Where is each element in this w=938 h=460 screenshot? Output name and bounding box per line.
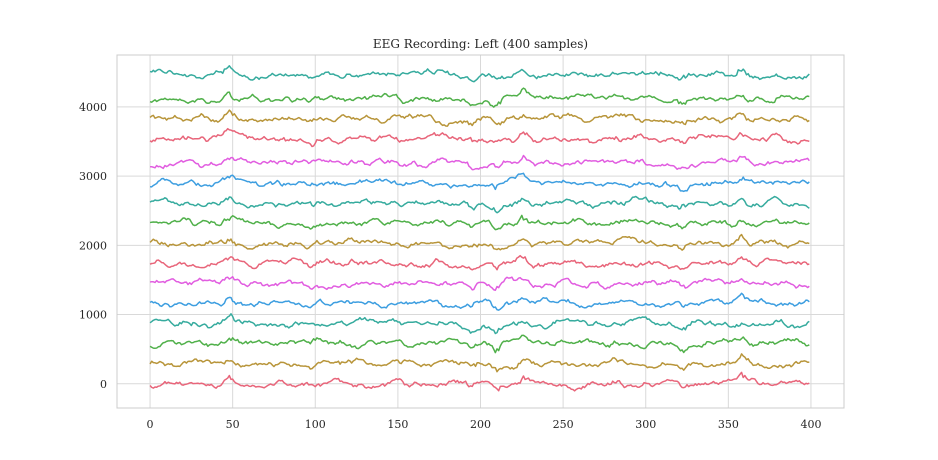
y-tick-label: 1000: [79, 309, 107, 322]
x-tick-label: 250: [553, 418, 574, 431]
channel-line-12: [150, 154, 810, 171]
channel-line-6: [149, 276, 810, 291]
x-tick-label: 200: [470, 418, 491, 431]
channel-line-16: [149, 65, 810, 83]
x-tick-label: 0: [147, 418, 154, 431]
plot-frame: [116, 54, 845, 409]
channel-line-1: [149, 371, 810, 392]
x-tick-label: 100: [305, 418, 326, 431]
channel-line-10: [149, 195, 810, 214]
channel-line-4: [149, 313, 810, 335]
y-tick-label: 2000: [79, 239, 107, 252]
y-tick-label: 3000: [79, 170, 107, 183]
series-layer: [149, 65, 810, 392]
channel-line-15: [149, 87, 810, 108]
x-tick-label: 300: [635, 418, 656, 431]
y-tick-label: 4000: [79, 101, 107, 114]
tick-labels: 0 50 100 150 200 250 300 350 4000100020003000400…: [79, 101, 821, 431]
x-tick-label: 150: [387, 418, 408, 431]
channel-line-13: [149, 127, 810, 148]
x-tick-label: 350: [718, 418, 739, 431]
channel-line-8: [149, 233, 810, 251]
channel-line-14: [149, 109, 810, 127]
grid: [117, 55, 844, 408]
chart-title: EEG Recording: Left (400 samples): [373, 37, 588, 51]
channel-line-3: [149, 334, 810, 354]
channel-line-2: [149, 353, 810, 373]
x-tick-label: 400: [800, 418, 821, 431]
channel-line-9: [149, 214, 810, 231]
y-tick-label: 0: [100, 378, 107, 391]
channel-line-11: [150, 172, 810, 193]
channel-line-5: [149, 292, 810, 311]
channel-line-7: [149, 254, 810, 271]
x-tick-label: 50: [226, 418, 240, 431]
